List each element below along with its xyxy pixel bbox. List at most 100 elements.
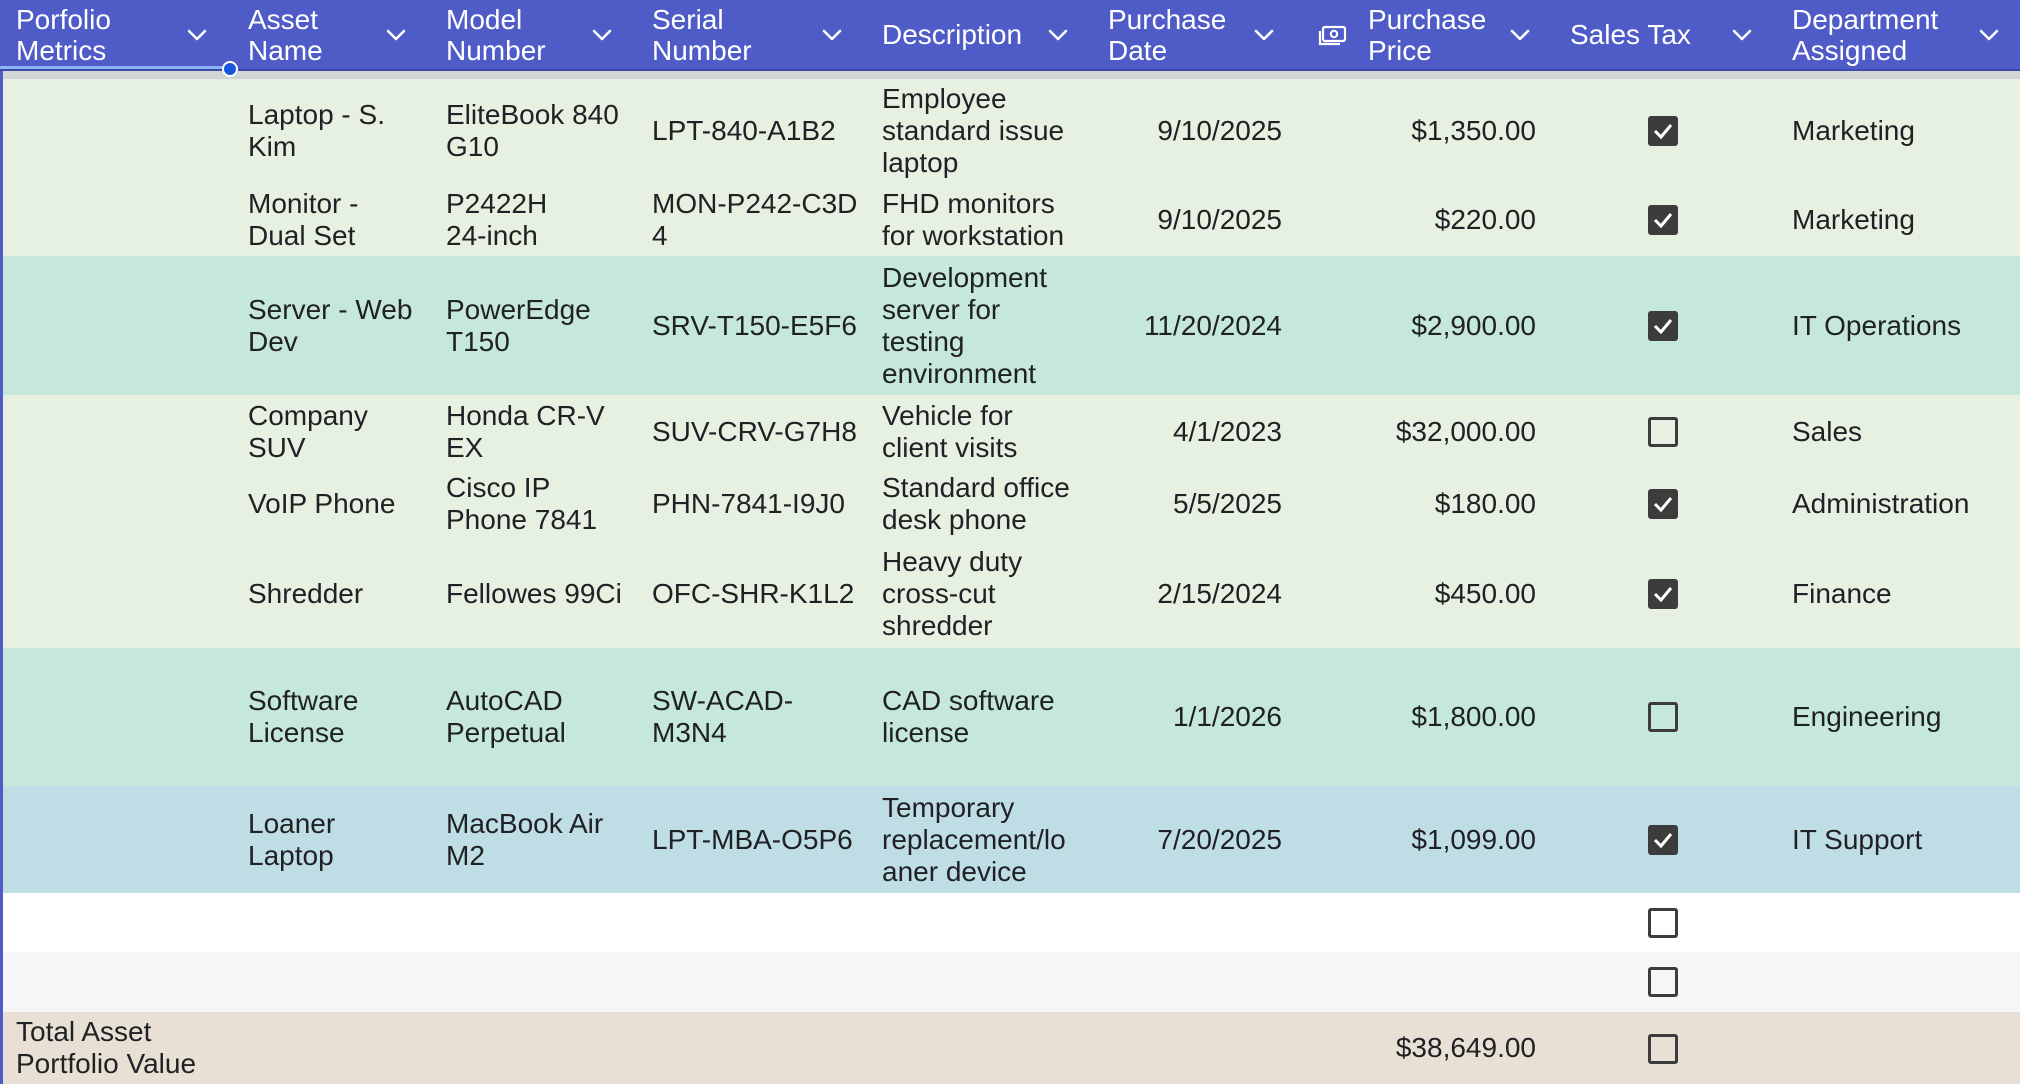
- sales-tax-checkbox[interactable]: [1648, 908, 1678, 938]
- chevron-down-icon[interactable]: [1047, 24, 1069, 46]
- column-header-model-number[interactable]: Model Number: [446, 0, 614, 69]
- serial-number-cell[interactable]: SRV-T150-E5F6: [652, 256, 862, 395]
- department-cell[interactable]: Sales: [1792, 395, 2012, 468]
- portfolio-metrics-cell[interactable]: [16, 395, 231, 468]
- asset-name-cell[interactable]: Server - Web Dev: [248, 256, 428, 395]
- total-label-cell[interactable]: Total Asset Portfolio Value: [16, 1012, 276, 1084]
- chevron-down-icon[interactable]: [1509, 24, 1531, 46]
- portfolio-metrics-cell[interactable]: [16, 79, 231, 183]
- description-cell[interactable]: [882, 952, 1082, 1012]
- chevron-down-icon[interactable]: [1978, 24, 2000, 46]
- selection-handle[interactable]: [222, 61, 238, 77]
- total-row[interactable]: Total Asset Portfolio Value $38,649.00: [0, 1012, 2020, 1084]
- chevron-down-icon[interactable]: [385, 24, 407, 46]
- department-cell[interactable]: Engineering: [1792, 648, 2012, 786]
- sales-tax-checkbox[interactable]: [1648, 825, 1678, 855]
- table-row[interactable]: Loaner Laptop MacBook Air M2 LPT-MBA-O5P6 T…: [0, 786, 2020, 893]
- department-cell[interactable]: IT Support: [1792, 786, 2012, 893]
- asset-name-cell[interactable]: Loaner Laptop: [248, 786, 428, 893]
- purchase-date-cell[interactable]: [1108, 893, 1282, 952]
- serial-number-cell[interactable]: LPT-840-A1B2: [652, 79, 862, 183]
- model-number-cell[interactable]: [446, 893, 636, 952]
- description-cell[interactable]: CAD software license: [882, 648, 1082, 786]
- chevron-down-icon[interactable]: [1253, 24, 1275, 46]
- purchase-price-cell[interactable]: $220.00: [1368, 183, 1536, 256]
- table-row[interactable]: Software License AutoCAD Perpetual SW-ACAD…: [0, 648, 2020, 786]
- purchase-date-cell[interactable]: 9/10/2025: [1108, 79, 1282, 183]
- purchase-date-cell[interactable]: 1/1/2026: [1108, 648, 1282, 786]
- table-row[interactable]: Company SUV Honda CR-V EX SUV-CRV-G7H8 Vehi…: [0, 395, 2020, 468]
- asset-name-cell[interactable]: Software License: [248, 648, 428, 786]
- purchase-date-cell[interactable]: 7/20/2025: [1108, 786, 1282, 893]
- purchase-price-cell[interactable]: $1,800.00: [1368, 648, 1536, 786]
- serial-number-cell[interactable]: SUV-CRV-G7H8: [652, 395, 862, 468]
- column-header-sales-tax[interactable]: Sales Tax: [1570, 0, 1760, 69]
- sales-tax-checkbox[interactable]: [1648, 702, 1678, 732]
- description-cell[interactable]: Temporary replacement/lo aner device: [882, 786, 1082, 893]
- sales-tax-checkbox[interactable]: [1648, 967, 1678, 997]
- department-cell[interactable]: [1792, 952, 2012, 1012]
- column-header-purchase-date[interactable]: Purchase Date: [1108, 0, 1284, 69]
- model-number-cell[interactable]: [446, 952, 636, 1012]
- purchase-date-cell[interactable]: 9/10/2025: [1108, 183, 1282, 256]
- model-number-cell[interactable]: MacBook Air M2: [446, 786, 636, 893]
- portfolio-metrics-cell[interactable]: [16, 648, 231, 786]
- table-row[interactable]: Shredder Fellowes 99Ci OFC-SHR-K1L2 Heavy d…: [0, 540, 2020, 648]
- description-cell[interactable]: Heavy duty cross-cut shredder: [882, 540, 1082, 648]
- column-header-serial-number[interactable]: Serial Number: [652, 0, 846, 69]
- serial-number-cell[interactable]: PHN-7841-I9J0: [652, 468, 862, 540]
- table-row[interactable]: [0, 952, 2020, 1012]
- purchase-price-cell[interactable]: [1368, 952, 1536, 1012]
- asset-name-cell[interactable]: VoIP Phone: [248, 468, 428, 540]
- column-header-portfolio-metrics[interactable]: Porfolio Metrics: [16, 0, 231, 69]
- department-cell[interactable]: Administration: [1792, 468, 2012, 540]
- asset-name-cell[interactable]: Monitor - Dual Set: [248, 183, 428, 256]
- purchase-price-cell[interactable]: $450.00: [1368, 540, 1536, 648]
- model-number-cell[interactable]: Honda CR-V EX: [446, 395, 636, 468]
- asset-name-cell[interactable]: Shredder: [248, 540, 428, 648]
- serial-number-cell[interactable]: OFC-SHR-K1L2: [652, 540, 862, 648]
- portfolio-metrics-cell[interactable]: [16, 256, 231, 395]
- purchase-date-cell[interactable]: 2/15/2024: [1108, 540, 1282, 648]
- description-cell[interactable]: Vehicle for client visits: [882, 395, 1082, 468]
- department-cell[interactable]: [1792, 893, 2012, 952]
- model-number-cell[interactable]: PowerEdge T150: [446, 256, 636, 395]
- chevron-down-icon[interactable]: [186, 24, 208, 46]
- asset-name-cell[interactable]: Laptop - S. Kim: [248, 79, 428, 183]
- portfolio-metrics-cell[interactable]: [16, 893, 231, 952]
- column-header-description[interactable]: Description: [882, 0, 1072, 69]
- table-row[interactable]: Server - Web Dev PowerEdge T150 SRV-T150-E…: [0, 256, 2020, 395]
- portfolio-metrics-cell[interactable]: [16, 952, 231, 1012]
- table-row[interactable]: Monitor - Dual Set P2422H 24-inch MON-P242…: [0, 183, 2020, 256]
- purchase-price-cell[interactable]: $1,350.00: [1368, 79, 1536, 183]
- column-header-asset-name[interactable]: Asset Name: [248, 0, 408, 69]
- serial-number-cell[interactable]: MON-P242-C3D 4: [652, 183, 862, 256]
- chevron-down-icon[interactable]: [821, 24, 843, 46]
- sales-tax-checkbox[interactable]: [1648, 311, 1678, 341]
- model-number-cell[interactable]: P2422H 24-inch: [446, 183, 636, 256]
- serial-number-cell[interactable]: [652, 952, 862, 1012]
- chevron-down-icon[interactable]: [1731, 24, 1753, 46]
- purchase-price-cell[interactable]: $32,000.00: [1368, 395, 1536, 468]
- sales-tax-checkbox[interactable]: [1648, 1034, 1678, 1064]
- description-cell[interactable]: Development server for testing environme…: [882, 256, 1082, 395]
- department-cell[interactable]: IT Operations: [1792, 256, 2012, 395]
- purchase-date-cell[interactable]: 11/20/2024: [1108, 256, 1282, 395]
- purchase-price-cell[interactable]: $180.00: [1368, 468, 1536, 540]
- description-cell[interactable]: Employee standard issue laptop: [882, 79, 1082, 183]
- total-price-cell[interactable]: $38,649.00: [1368, 1012, 1536, 1084]
- asset-name-cell[interactable]: Company SUV: [248, 395, 428, 468]
- chevron-down-icon[interactable]: [591, 24, 613, 46]
- department-cell[interactable]: Finance: [1792, 540, 2012, 648]
- serial-number-cell[interactable]: SW-ACAD-M3N4: [652, 648, 862, 786]
- purchase-price-cell[interactable]: $2,900.00: [1368, 256, 1536, 395]
- purchase-date-cell[interactable]: [1108, 952, 1282, 1012]
- model-number-cell[interactable]: AutoCAD Perpetual: [446, 648, 636, 786]
- description-cell[interactable]: FHD monitors for workstation: [882, 183, 1082, 256]
- table-row[interactable]: [0, 893, 2020, 952]
- portfolio-metrics-cell[interactable]: [16, 183, 231, 256]
- model-number-cell[interactable]: Fellowes 99Ci: [446, 540, 636, 648]
- column-header-purchase-price[interactable]: Purchase Price: [1368, 0, 1534, 69]
- department-cell[interactable]: Marketing: [1792, 183, 2012, 256]
- sales-tax-checkbox[interactable]: [1648, 205, 1678, 235]
